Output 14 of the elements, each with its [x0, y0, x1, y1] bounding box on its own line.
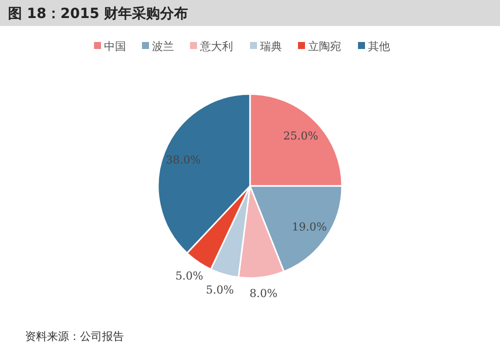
legend-label: 立陶宛	[308, 40, 341, 53]
legend-label: 中国	[104, 40, 126, 53]
data-label: 19.0%	[292, 220, 327, 234]
data-label: 5.0%	[175, 269, 204, 282]
chart-title: 图 18：2015 财年采购分布	[8, 6, 188, 22]
legend-label: 其他	[368, 40, 390, 53]
data-label: 38.0%	[166, 154, 201, 167]
legend-label: 瑞典	[260, 40, 282, 53]
data-label: 5.0%	[206, 284, 234, 297]
data-label: 25.0%	[283, 129, 318, 142]
legend-label: 波兰	[152, 40, 174, 53]
text: 资料来源：公司报告	[25, 330, 124, 343]
data-label: 8.0%	[250, 287, 278, 300]
legend-label: 意大利	[199, 40, 233, 53]
